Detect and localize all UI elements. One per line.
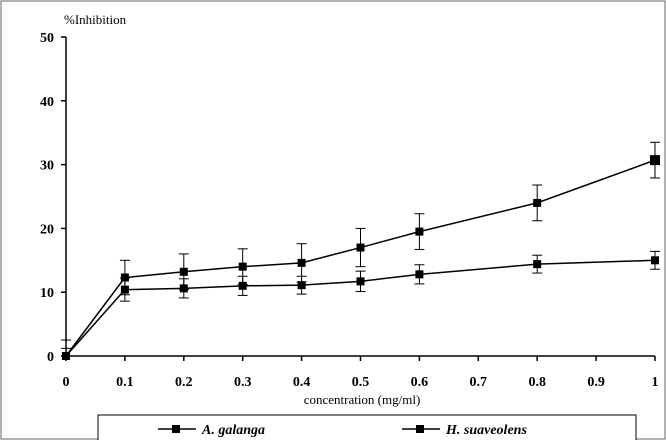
y-tick-label: 20 xyxy=(40,222,54,237)
legend-marker-a-galanga xyxy=(172,425,180,433)
data-point xyxy=(533,260,542,269)
x-tick-label: 0.4 xyxy=(293,375,311,390)
data-point xyxy=(415,270,424,279)
y-axis-label: %Inhibition xyxy=(64,12,127,27)
y-tick-label: 40 xyxy=(40,95,54,110)
data-point xyxy=(179,267,188,276)
legend-box xyxy=(97,414,637,440)
y-tick-label: 10 xyxy=(40,286,54,301)
x-axis-label: concentration (mg/ml) xyxy=(304,392,421,407)
legend-label-a-galanga: A. galanga xyxy=(201,423,265,438)
x-tick-label: 0.8 xyxy=(528,375,546,390)
legend-label-h-suaveolens: H. suaveolens xyxy=(445,423,527,438)
y-tick-label: 50 xyxy=(40,31,54,46)
series-h-suaveolens xyxy=(61,250,660,360)
data-point xyxy=(415,227,424,236)
data-point xyxy=(356,277,365,286)
data-point xyxy=(238,281,247,290)
axes: 0 10 20 30 40 50 0 0.1 0.2 0.3 0.4 0.5 0.6 0.7 0.8 0.9 1 xyxy=(40,31,659,390)
data-point xyxy=(179,284,188,293)
x-tick-label: 0 xyxy=(63,375,70,390)
data-point xyxy=(120,285,129,294)
x-tick-label: 0.7 xyxy=(470,375,488,390)
data-point xyxy=(62,352,70,360)
data-point xyxy=(533,198,542,207)
y-tick-label: 0 xyxy=(47,350,54,365)
data-point xyxy=(651,256,659,265)
data-point xyxy=(238,262,247,271)
data-point xyxy=(650,155,660,166)
x-tick-label: 0.3 xyxy=(234,375,252,390)
data-point xyxy=(297,281,306,290)
series-layer xyxy=(61,141,660,360)
x-tick-label: 0.6 xyxy=(411,375,429,390)
x-tick-label: 0.2 xyxy=(175,375,193,390)
x-tick-label: 0.5 xyxy=(352,375,370,390)
x-tick-label: 0.1 xyxy=(116,375,134,390)
y-tick-label: 30 xyxy=(40,159,54,174)
x-tick-label: 1 xyxy=(652,375,659,390)
data-point xyxy=(120,273,129,282)
data-point xyxy=(356,243,365,252)
legend: A. galanga H. suaveolens xyxy=(97,414,637,440)
data-point xyxy=(297,258,306,267)
legend-marker-h-suaveolens xyxy=(416,425,424,433)
x-tick-label: 0.9 xyxy=(587,375,605,390)
